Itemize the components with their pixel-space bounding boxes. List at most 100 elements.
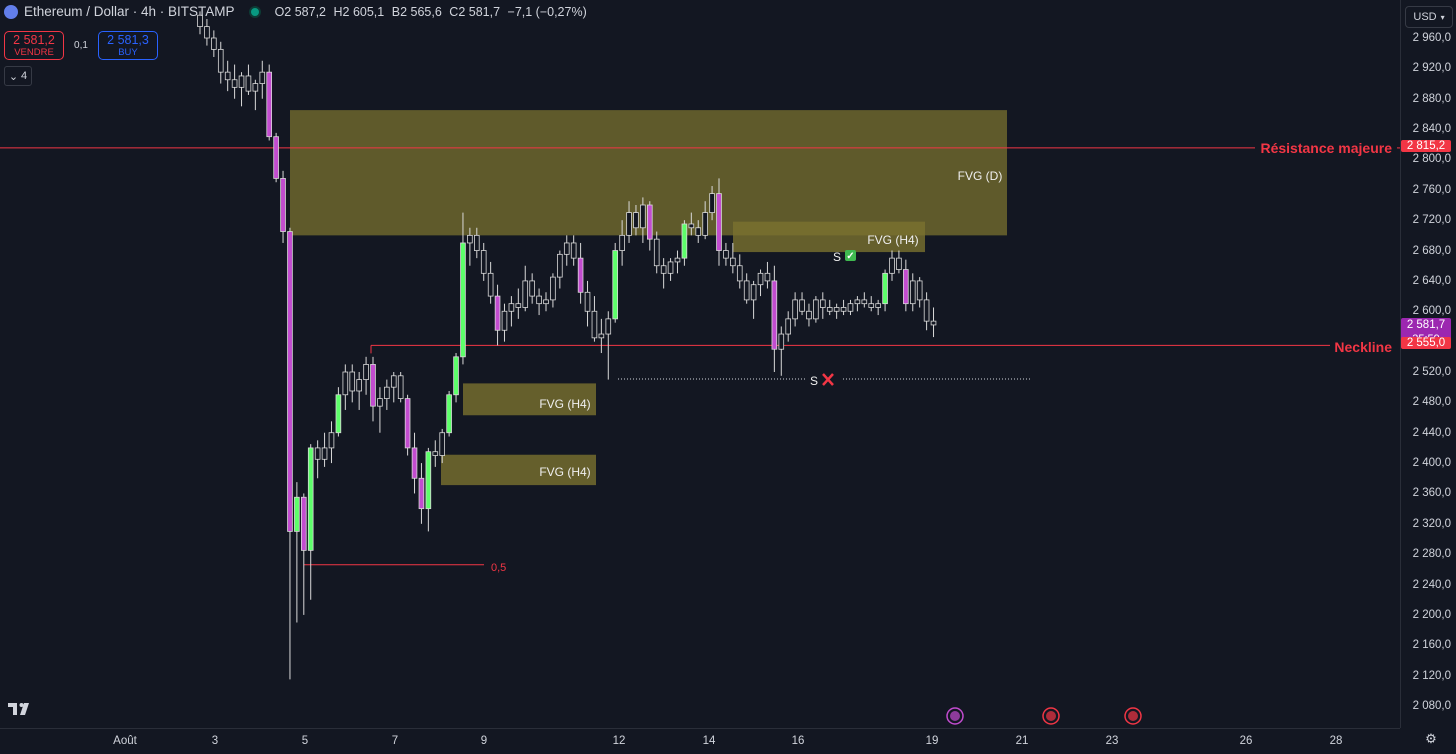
candle-body <box>681 223 688 259</box>
candle-body <box>709 193 715 213</box>
chevron-down-icon: ▾ <box>1440 12 1445 22</box>
candle-body <box>245 75 252 92</box>
time-tick: 23 <box>1105 735 1119 747</box>
time-tick: 14 <box>702 735 716 747</box>
candle-body <box>923 299 930 322</box>
candle-body <box>660 265 667 274</box>
candle-body <box>903 269 909 305</box>
candle-body <box>688 223 695 229</box>
candle-body <box>356 379 362 392</box>
ohlc-close-key: C <box>449 4 459 19</box>
ohlc-values: O2 587,2 H2 605,1 B2 565,6 C2 581,7 −7,1… <box>275 5 591 19</box>
candle-body <box>764 272 771 282</box>
price-tick: 2 880,0 <box>1412 92 1451 105</box>
indicators-count: 4 <box>21 70 28 82</box>
candle-body <box>750 284 757 301</box>
check-icon <box>845 250 856 261</box>
currency-selector[interactable]: USD ▾ <box>1405 6 1453 28</box>
us-flag-event-icon-fill <box>1046 711 1056 721</box>
price-tick: 2 920,0 <box>1412 62 1451 75</box>
candle-body <box>570 242 577 259</box>
candle-body <box>543 299 549 305</box>
candle-body <box>916 280 923 301</box>
candle-body <box>439 432 445 456</box>
price-scale[interactable]: 2 960,0 2 920,0 2 880,0 2 840,0 2 800,0 2 760… <box>1400 0 1456 728</box>
candle-body <box>211 37 217 50</box>
candle-body <box>390 375 397 388</box>
price-tick: 2 240,0 <box>1412 578 1451 591</box>
candle-body <box>626 212 632 236</box>
candle-body <box>778 333 785 350</box>
candle-body <box>453 356 459 396</box>
indicators-toggle-button[interactable]: ⌄ 4 <box>4 66 32 86</box>
candle-body <box>847 303 854 312</box>
time-tick: 19 <box>925 735 939 747</box>
candle-body <box>619 234 625 251</box>
candle-body <box>723 250 729 259</box>
neckline-label: Neckline <box>1334 339 1392 355</box>
s-cross-label: S <box>810 374 818 388</box>
time-scale[interactable]: Août 3 5 7 9 12 14 16 19 21 23 26 28 <box>0 728 1400 754</box>
candle-body <box>321 447 328 460</box>
ohlc-high-value: 2 605,1 <box>342 4 385 19</box>
fvg-h4-top-label: FVG (H4) <box>867 233 918 247</box>
candle-body <box>730 257 736 267</box>
candle-body <box>771 280 778 350</box>
candle-body <box>425 451 432 510</box>
candle-body <box>716 193 722 251</box>
time-tick: 28 <box>1329 735 1343 747</box>
candle-body <box>806 310 812 320</box>
candle-body <box>695 227 702 236</box>
candle-body <box>294 496 300 532</box>
candle-body <box>536 295 542 305</box>
chart-canvas[interactable]: FVG (D) FVG (H4) FVG (H4) FVG (H4) 0,5 Résist… <box>0 0 1400 728</box>
candle-body <box>820 299 826 308</box>
price-tick: 2 320,0 <box>1412 517 1451 530</box>
candle-body <box>494 295 501 331</box>
candle-body <box>640 204 646 229</box>
gear-icon[interactable]: ⚙ <box>1425 731 1437 746</box>
candle-body <box>743 280 750 301</box>
candle-body <box>314 447 321 460</box>
candle-body <box>563 242 570 255</box>
candle-body <box>300 496 307 551</box>
symbol-title[interactable]: Ethereum / Dollar · 4h · BITSTAMP <box>24 4 235 19</box>
candle-body <box>384 386 390 399</box>
candle-body <box>826 307 833 312</box>
price-tick: 2 520,0 <box>1412 366 1451 378</box>
candle-body <box>342 371 349 396</box>
sell-price: 2 581,2 <box>13 33 55 47</box>
candle-body <box>335 394 342 434</box>
time-tick: Août <box>113 735 137 747</box>
time-tick: 9 <box>480 735 488 747</box>
candle-body <box>736 265 743 282</box>
candle-body <box>252 83 259 92</box>
candle-body <box>432 451 439 456</box>
s-check-label: S <box>833 250 841 264</box>
market-status-icon[interactable] <box>248 5 261 18</box>
candle-body <box>757 272 764 286</box>
candle-body <box>404 398 411 449</box>
us-flag-event-icon-fill <box>1128 711 1138 721</box>
buy-button[interactable]: 2 581,3 BUY <box>98 31 158 60</box>
candle-body <box>667 261 674 274</box>
price-tick: 2 440,0 <box>1412 426 1451 439</box>
candle-body <box>833 307 840 312</box>
candle-body <box>840 307 847 312</box>
ohlc-low-value: 2 565,6 <box>400 4 442 19</box>
time-tick: 12 <box>612 735 626 747</box>
time-tick: 21 <box>1015 735 1029 747</box>
candle-body <box>473 234 480 251</box>
sell-button[interactable]: 2 581,2 VENDRE <box>4 31 64 60</box>
candle-body <box>875 303 881 308</box>
tradingview-logo-icon[interactable] <box>8 701 34 722</box>
candle-body <box>909 280 916 305</box>
lightning-event-icon-fill <box>950 711 960 721</box>
fib-level-label: 0,5 <box>491 562 506 574</box>
chart-area[interactable]: FVG (D) FVG (H4) FVG (H4) FVG (H4) 0,5 Résist… <box>0 0 1400 728</box>
time-tick: 3 <box>211 735 219 747</box>
price-tick: 2 720,0 <box>1412 214 1451 227</box>
candle-body <box>418 477 425 510</box>
price-tick: 2 200,0 <box>1412 608 1451 621</box>
cross-icon-b <box>822 373 834 386</box>
